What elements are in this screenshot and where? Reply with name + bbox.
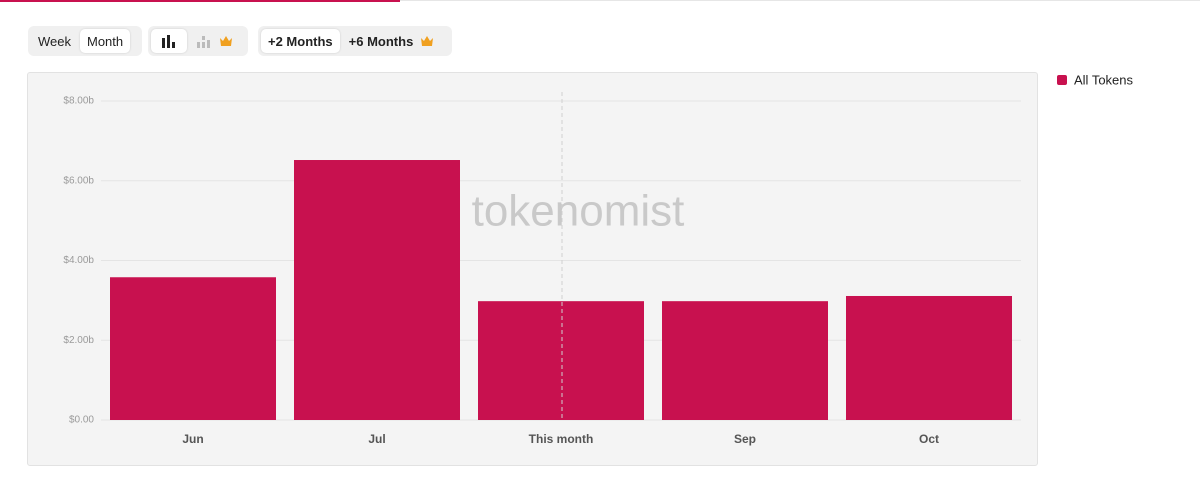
bar bbox=[846, 295, 1012, 420]
range-toggle: +2 Months +6 Months bbox=[258, 26, 452, 56]
x-tick-label: Oct bbox=[919, 432, 939, 446]
x-tick-label: Jun bbox=[182, 432, 203, 446]
stacked-chart-button[interactable] bbox=[189, 29, 239, 53]
x-tick-label: Jul bbox=[368, 432, 385, 446]
legend-swatch bbox=[1057, 75, 1067, 85]
y-tick-label: $2.00b bbox=[63, 335, 94, 346]
period-toggle: Week Month bbox=[28, 26, 142, 56]
x-tick-label: This month bbox=[529, 432, 594, 446]
six-months-button[interactable]: +6 Months bbox=[342, 29, 441, 53]
bar bbox=[294, 160, 460, 420]
stacked-icon bbox=[197, 36, 210, 48]
six-months-label: +6 Months bbox=[348, 33, 414, 49]
progress-bar bbox=[0, 0, 400, 2]
divider bbox=[400, 0, 1200, 1]
premium-icon bbox=[220, 36, 232, 46]
bar bbox=[110, 277, 276, 420]
bar-icon bbox=[162, 35, 175, 48]
x-tick-label: Sep bbox=[734, 432, 756, 446]
premium-icon bbox=[421, 36, 434, 46]
month-button[interactable]: Month bbox=[80, 29, 131, 53]
watermark: tokenomist bbox=[472, 187, 685, 236]
bar-chart-button[interactable] bbox=[151, 29, 187, 53]
y-tick-label: $6.00b bbox=[63, 175, 94, 186]
two-months-button[interactable]: +2 Months bbox=[261, 29, 340, 53]
y-tick-label: $4.00b bbox=[63, 255, 94, 266]
legend-label: All Tokens bbox=[1074, 72, 1134, 87]
y-tick-label: $8.00b bbox=[63, 96, 94, 107]
y-tick-label: $0.00 bbox=[69, 415, 94, 426]
week-button[interactable]: Week bbox=[38, 33, 71, 49]
bar bbox=[478, 301, 644, 420]
chart-type-toggle bbox=[148, 26, 248, 56]
bar bbox=[662, 301, 828, 420]
